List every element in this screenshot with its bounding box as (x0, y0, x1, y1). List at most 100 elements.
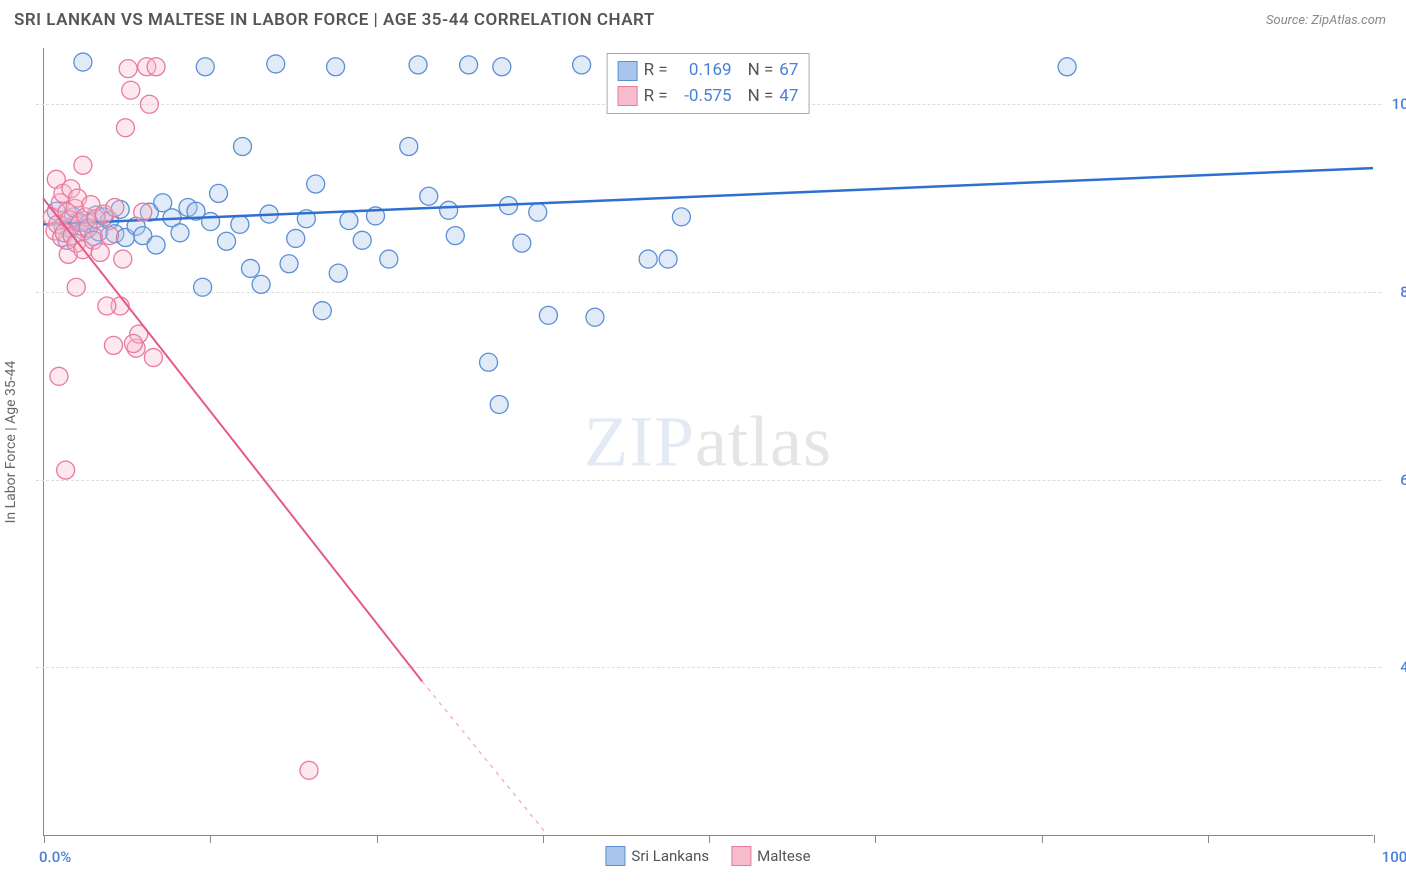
scatter-svg (43, 48, 1373, 836)
data-point (104, 336, 122, 354)
data-point (119, 60, 137, 78)
legend-r-value: -0.575 (674, 84, 732, 110)
data-point (74, 156, 92, 174)
data-point (252, 275, 270, 293)
data-point (586, 308, 604, 326)
data-point (202, 213, 220, 231)
data-point (573, 56, 591, 74)
data-point (267, 55, 285, 73)
legend-n-label: N = (748, 58, 774, 84)
series-legend-item: Maltese (731, 846, 810, 866)
data-point (420, 187, 438, 205)
data-point (196, 58, 214, 76)
legend-swatch (605, 846, 625, 866)
legend-r-value: 0.169 (674, 58, 732, 84)
x-tick (543, 835, 544, 843)
series-name: Maltese (757, 847, 810, 865)
x-tick (1042, 835, 1043, 843)
y-tick-label: 40.0% (1400, 658, 1406, 676)
x-tick (1208, 835, 1209, 843)
data-point (280, 255, 298, 273)
source-credit: Source: ZipAtlas.com (1266, 13, 1386, 28)
y-axis-label: In Labor Force | Age 35-44 (3, 361, 19, 524)
data-point (353, 231, 371, 249)
data-point (114, 250, 132, 268)
series-legend: Sri Lankans Maltese (605, 846, 810, 866)
data-point (480, 353, 498, 371)
data-point (539, 306, 557, 324)
legend-swatch (618, 61, 638, 81)
data-point (307, 175, 325, 193)
data-point (639, 250, 657, 268)
data-point (218, 232, 236, 250)
data-point (329, 264, 347, 282)
x-tick (709, 835, 710, 843)
legend-n-value: 47 (779, 84, 798, 110)
data-point (210, 184, 228, 202)
data-point (446, 227, 464, 245)
data-point (659, 250, 677, 268)
data-point (313, 302, 331, 320)
data-point (122, 81, 140, 99)
data-point (529, 203, 547, 221)
regression-line (43, 168, 1373, 224)
data-point (144, 349, 162, 367)
data-point (194, 278, 212, 296)
series-name: Sri Lankans (631, 847, 709, 865)
plot-area: In Labor Force | Age 35-44 40.0%60.0%80.… (43, 48, 1373, 836)
series-legend-item: Sri Lankans (605, 846, 709, 866)
x-tick (875, 835, 876, 843)
data-point (513, 234, 531, 252)
data-point (234, 138, 252, 156)
legend-row: R =-0.575 N =47 (618, 84, 799, 110)
data-point (287, 229, 305, 247)
data-point (147, 236, 165, 254)
regression-line-dashed (422, 681, 548, 836)
regression-line (43, 198, 422, 681)
data-point (134, 203, 152, 221)
data-point (440, 201, 458, 219)
data-point (460, 56, 478, 74)
data-point (124, 335, 142, 353)
data-point (493, 58, 511, 76)
legend-r-label: R = (644, 58, 668, 84)
legend-n-label: N = (748, 84, 774, 110)
data-point (300, 761, 318, 779)
legend-swatch (731, 846, 751, 866)
data-point (67, 278, 85, 296)
chart-title: SRI LANKAN VS MALTESE IN LABOR FORCE | A… (14, 10, 655, 30)
x-tick (377, 835, 378, 843)
data-point (106, 198, 124, 216)
legend-swatch (618, 86, 638, 106)
data-point (140, 95, 158, 113)
data-point (490, 395, 508, 413)
data-point (91, 244, 109, 262)
data-point (241, 259, 259, 277)
correlation-legend: R =0.169 N =67 R =-0.575 N =47 (607, 53, 810, 114)
data-point (1058, 58, 1076, 76)
x-tick (44, 835, 45, 843)
x-tick (210, 835, 211, 843)
data-point (327, 58, 345, 76)
x-axis-min-label: 0.0% (39, 848, 71, 866)
data-point (101, 227, 119, 245)
y-tick-label: 80.0% (1400, 283, 1406, 301)
legend-r-label: R = (644, 84, 668, 110)
legend-n-value: 67 (779, 58, 798, 84)
data-point (231, 215, 249, 233)
data-point (74, 53, 92, 71)
y-tick-label: 100.0% (1392, 95, 1406, 113)
data-point (400, 138, 418, 156)
data-point (340, 212, 358, 230)
data-point (116, 119, 134, 137)
data-point (380, 250, 398, 268)
data-point (98, 297, 116, 315)
x-tick (1374, 835, 1375, 843)
y-tick-label: 60.0% (1400, 471, 1406, 489)
data-point (147, 58, 165, 76)
data-point (171, 224, 189, 242)
legend-row: R =0.169 N =67 (618, 58, 799, 84)
data-point (672, 208, 690, 226)
data-point (409, 56, 427, 74)
data-point (50, 367, 68, 385)
